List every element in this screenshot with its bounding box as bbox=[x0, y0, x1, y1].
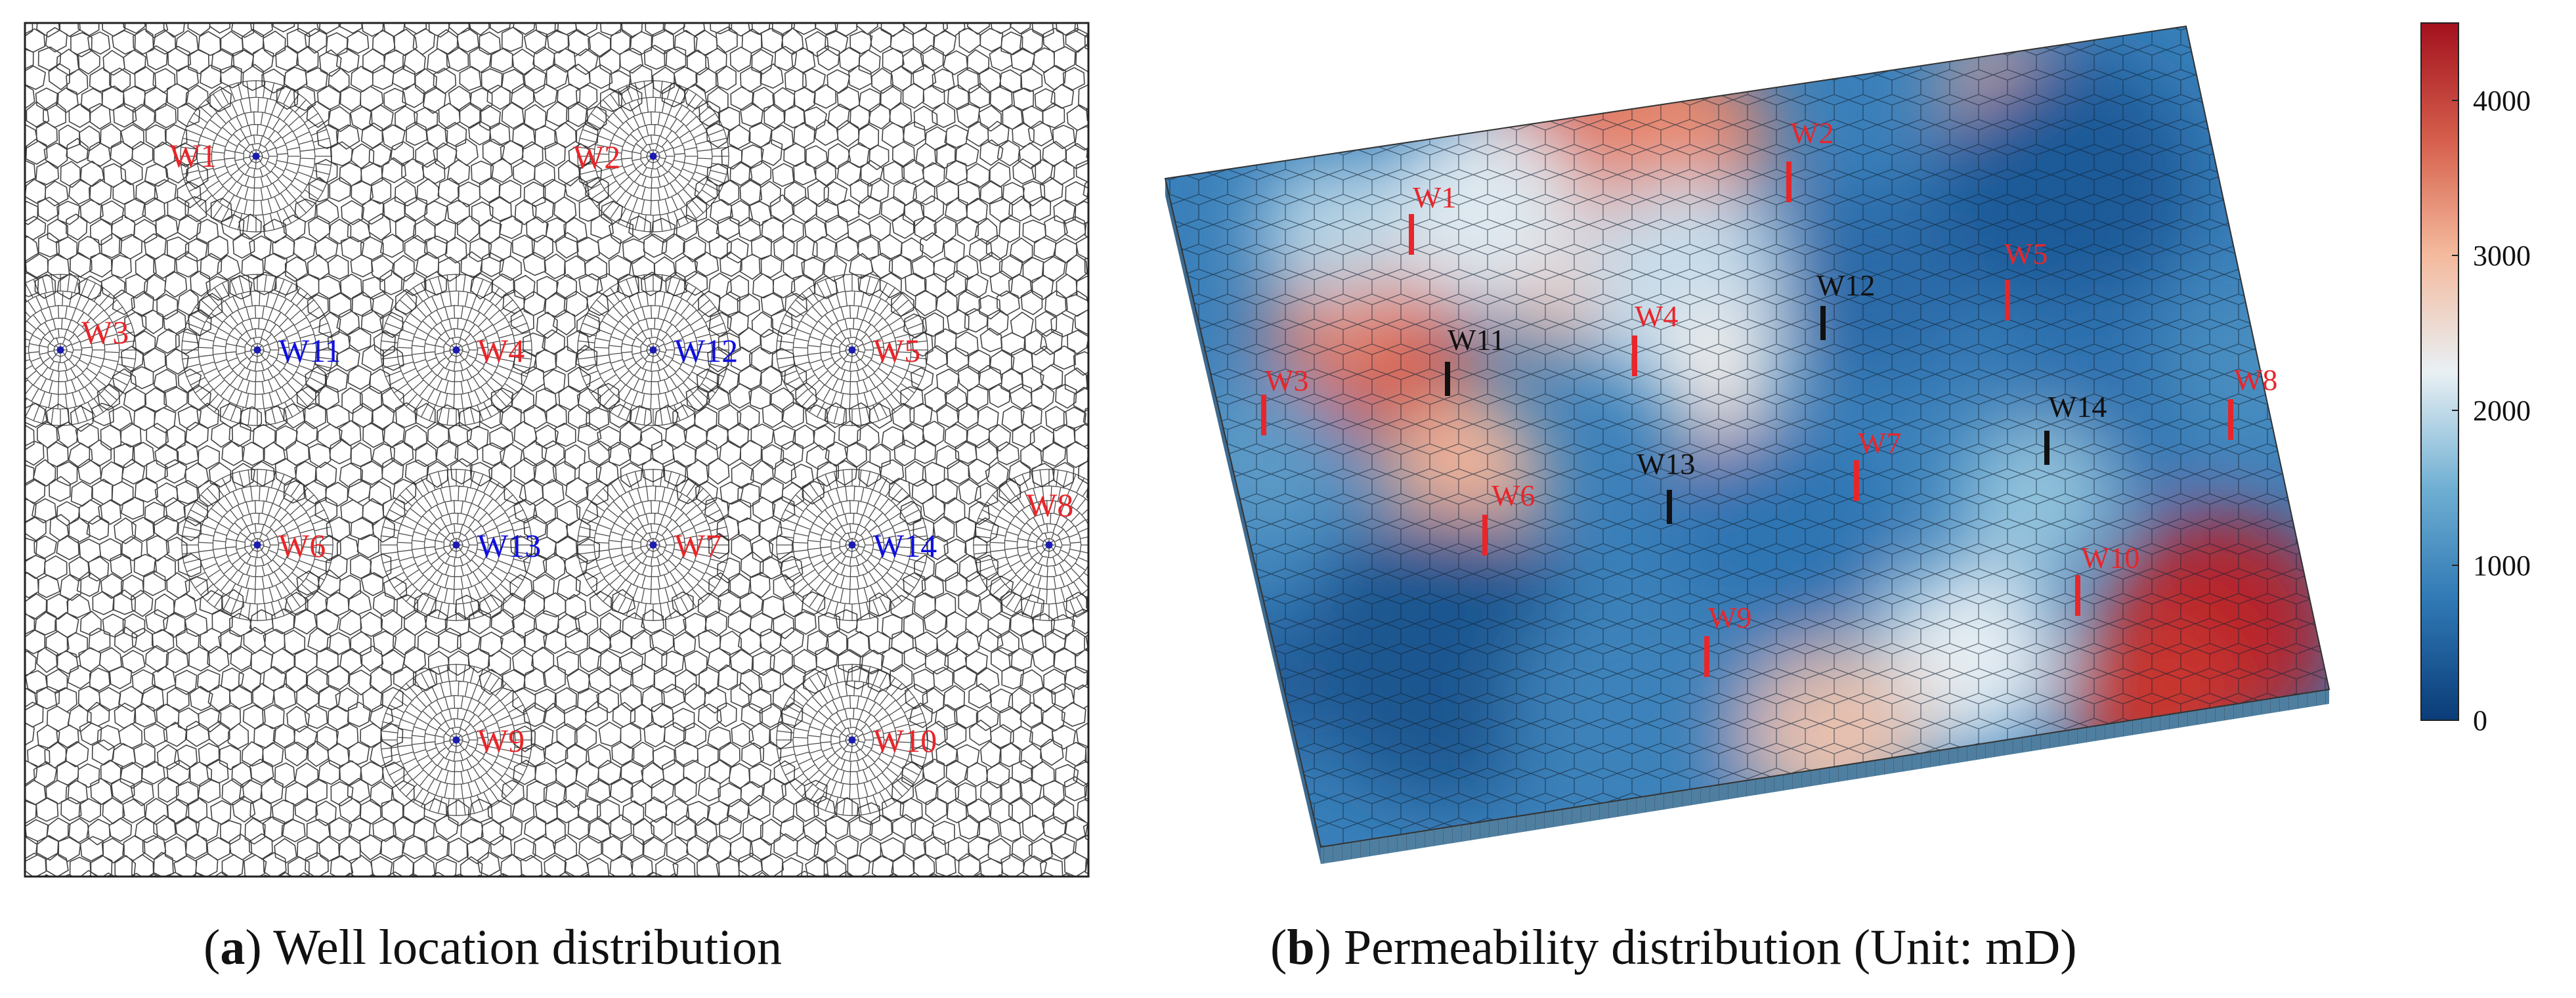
panel-b-well-label-w14: W14 bbox=[2048, 390, 2107, 423]
panel-b-well-label-w3: W3 bbox=[1265, 364, 1308, 397]
panel-a-wells: W1 W2 W3 W11 W4 W12 W5 W8 W6 W13 W7 W14 W9 W10 bbox=[56, 137, 1073, 759]
panel-a-well-label-w3: W3 bbox=[81, 314, 129, 351]
panel-b-well-marker-w12 bbox=[1820, 306, 1826, 340]
caption-a-letter: a bbox=[220, 920, 246, 975]
panel-b-wells: W1 W2 W3 W4 W5 W6 W7 W8 W9 W10 W11 W12 W13 W14 bbox=[1261, 116, 2277, 677]
panel-b: W1 W2 W3 W4 W5 W6 W7 W8 W9 W10 W11 W12 W13 W14 bbox=[1164, 25, 2330, 864]
panel-b-well-marker-w7 bbox=[1854, 460, 1859, 501]
colorbar-tick-label: 1000 bbox=[2473, 550, 2531, 582]
panel-b-outline bbox=[1164, 25, 2330, 848]
panel-a-well-marker-w9 bbox=[452, 736, 460, 744]
panel-b-well-marker-w5 bbox=[2005, 280, 2010, 320]
panel-a-well-label-w12: W12 bbox=[674, 332, 738, 369]
panel-a-well-marker-w11 bbox=[253, 346, 261, 354]
panel-a: W1 W2 W3 W11 W4 W12 W5 W8 W6 W13 W7 W14 W9 W10 bbox=[24, 22, 1090, 878]
panel-b-surface bbox=[1165, 26, 2329, 847]
panel-a-well-label-w13: W13 bbox=[477, 527, 541, 564]
panel-b-well-label-w7: W7 bbox=[1858, 426, 1901, 460]
panel-a-well-label-w5: W5 bbox=[873, 332, 920, 369]
panel-a-well-marker-w12 bbox=[649, 346, 657, 354]
panel-b-well-marker-w3 bbox=[1261, 395, 1266, 435]
panel-a-well-marker-w3 bbox=[56, 346, 64, 354]
panel-a-well-label-w10: W10 bbox=[873, 722, 937, 759]
panel-a-well-label-w7: W7 bbox=[674, 527, 721, 564]
panel-b-well-label-w2: W2 bbox=[1790, 116, 1834, 150]
panel-a-well-marker-w2 bbox=[649, 152, 657, 160]
panel-b-well-marker-w10 bbox=[2075, 575, 2080, 616]
colorbar-tick-label: 3000 bbox=[2473, 240, 2531, 272]
panel-b-well-marker-w14 bbox=[2044, 431, 2050, 465]
colorbar-tick-label: 2000 bbox=[2473, 395, 2531, 427]
caption-b-text: Permeability distribution (Unit: mD) bbox=[1343, 920, 2077, 975]
panel-a-well-marker-w1 bbox=[252, 152, 260, 160]
colorbar: 0 1000 2000 3000 4000 bbox=[2420, 22, 2531, 737]
caption-b-letter: b bbox=[1287, 920, 1315, 975]
panel-a-well-marker-w4 bbox=[452, 346, 460, 354]
caption-a-text: Well location distribution bbox=[273, 920, 783, 975]
panel-a-well-label-w9: W9 bbox=[477, 722, 525, 759]
panel-b-well-label-w11: W11 bbox=[1448, 323, 1505, 357]
panel-a-well-marker-w13 bbox=[452, 541, 460, 549]
panel-a-well-label-w2: W2 bbox=[573, 139, 620, 175]
panel-a-well-label-w4: W4 bbox=[477, 332, 525, 369]
panel-a-well-label-w1: W1 bbox=[169, 137, 217, 174]
colorbar-tick-label: 4000 bbox=[2473, 85, 2531, 117]
panel-b-well-label-w9: W9 bbox=[1708, 601, 1751, 634]
panel-b-well-marker-w2 bbox=[1786, 162, 1792, 202]
panel-a-well-marker-w14 bbox=[848, 541, 856, 549]
panel-b-well-marker-w9 bbox=[1704, 636, 1709, 677]
panel-b-well-marker-w11 bbox=[1445, 362, 1450, 396]
panel-b-well-marker-w8 bbox=[2228, 399, 2233, 440]
panel-a-well-marker-w5 bbox=[848, 346, 856, 354]
panel-a-well-label-w14: W14 bbox=[873, 527, 937, 564]
panel-a-well-marker-w8 bbox=[1045, 541, 1053, 549]
panel-a-well-label-w11: W11 bbox=[278, 332, 341, 369]
colorbar-ticks: 0 1000 2000 3000 4000 bbox=[2452, 85, 2531, 737]
panel-b-well-label-w12: W12 bbox=[1816, 269, 1875, 302]
panel-a-mesh bbox=[25, 23, 1088, 877]
caption-b: (b) Permeability distribution (Unit: mD) bbox=[1270, 920, 2077, 975]
colorbar-gradient bbox=[2420, 22, 2459, 721]
panel-b-well-label-w5: W5 bbox=[2004, 237, 2048, 271]
panel-b-well-label-w6: W6 bbox=[1492, 479, 1535, 512]
panel-a-well-marker-w6 bbox=[253, 541, 261, 549]
panel-b-well-label-w4: W4 bbox=[1635, 299, 1678, 333]
panel-a-well-label-w8: W8 bbox=[1026, 487, 1073, 523]
panel-a-well-marker-w10 bbox=[848, 736, 856, 744]
panel-b-well-marker-w1 bbox=[1409, 214, 1414, 255]
panel-b-well-label-w8: W8 bbox=[2234, 363, 2277, 397]
panel-b-well-label-w1: W1 bbox=[1413, 181, 1456, 214]
panel-b-well-label-w13: W13 bbox=[1637, 447, 1695, 481]
caption-a: (a) Well location distribution bbox=[204, 920, 783, 975]
panel-b-well-marker-w4 bbox=[1632, 336, 1637, 376]
panel-b-well-marker-w13 bbox=[1667, 490, 1672, 524]
panel-a-well-marker-w7 bbox=[649, 541, 657, 549]
panel-b-well-marker-w6 bbox=[1482, 515, 1488, 555]
colorbar-tick-label: 0 bbox=[2473, 705, 2487, 737]
panel-a-well-label-w6: W6 bbox=[278, 527, 326, 564]
panel-b-well-label-w10: W10 bbox=[2081, 541, 2139, 575]
